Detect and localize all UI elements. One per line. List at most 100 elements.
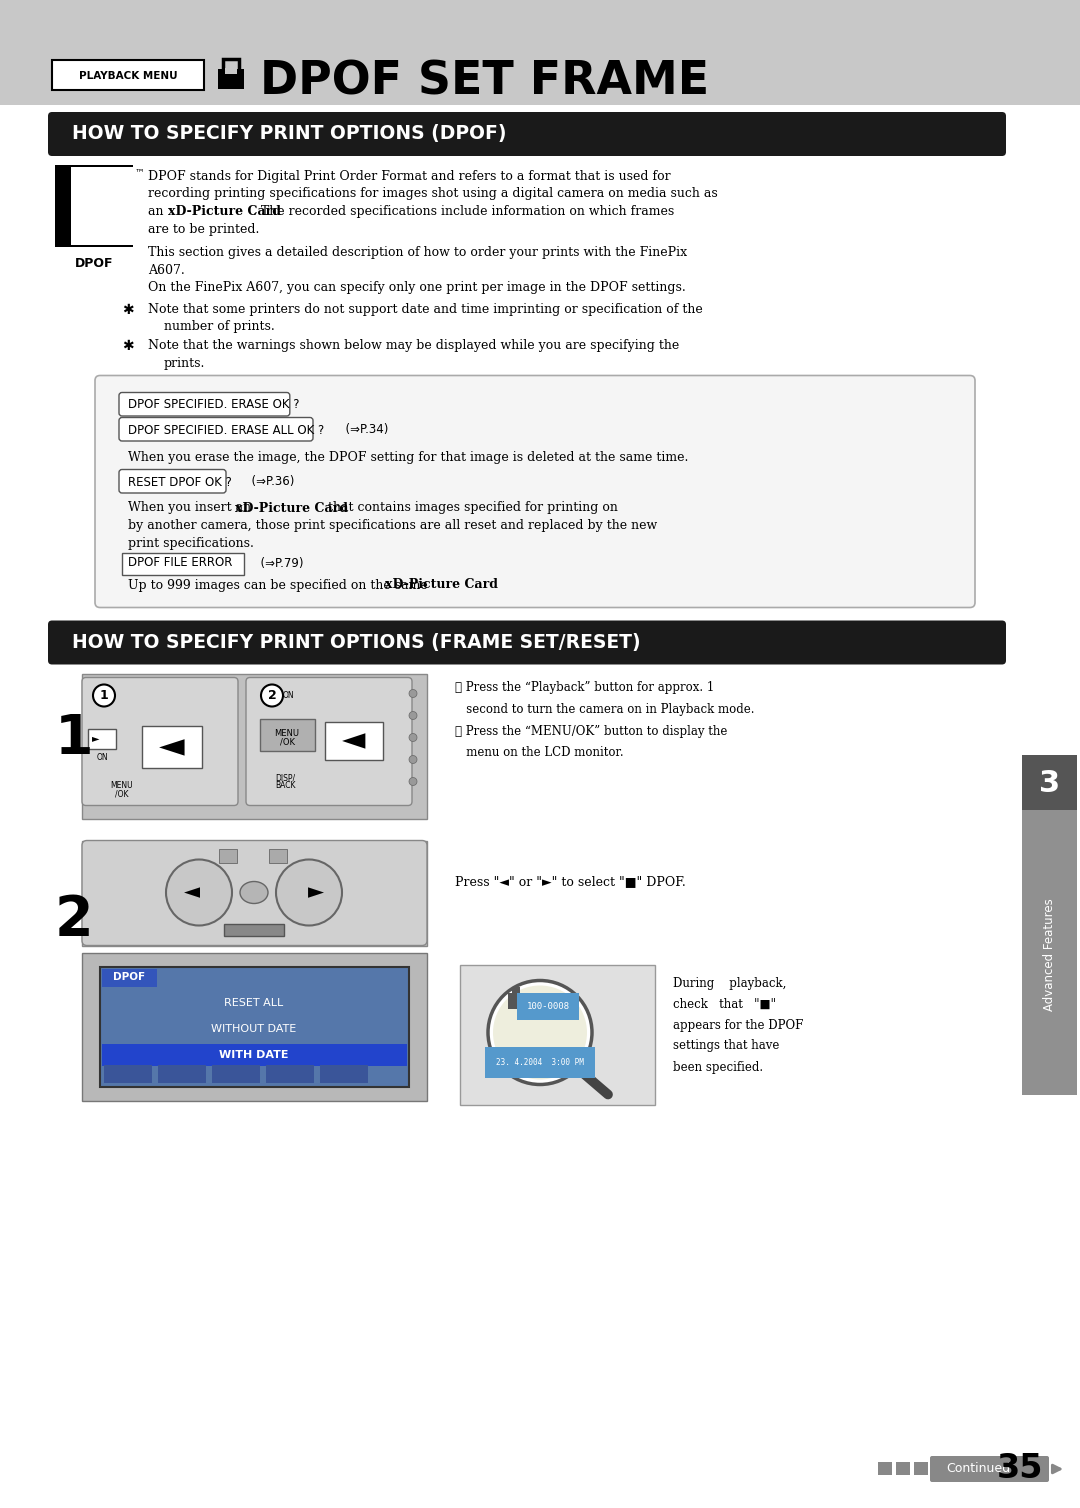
Text: ON: ON [283,691,295,700]
Text: 3: 3 [1039,769,1061,798]
Circle shape [409,778,417,786]
Text: ►: ► [92,733,99,743]
FancyBboxPatch shape [225,68,237,74]
FancyBboxPatch shape [269,849,287,863]
FancyBboxPatch shape [104,1065,152,1083]
Text: BACK: BACK [274,781,295,790]
Text: Up to 999 images can be specified on the same: Up to 999 images can be specified on the… [129,579,432,591]
Text: print specifications.: print specifications. [129,537,254,549]
FancyBboxPatch shape [100,967,409,1086]
Text: HOW TO SPECIFY PRINT OPTIONS (DPOF): HOW TO SPECIFY PRINT OPTIONS (DPOF) [72,125,507,143]
Text: DPOF SET FRAME: DPOF SET FRAME [260,59,710,104]
Text: This section gives a detailed description of how to order your prints with the F: This section gives a detailed descriptio… [148,246,687,259]
Text: Continued: Continued [946,1463,1010,1475]
Text: RESET ALL: RESET ALL [225,997,284,1007]
Text: DISP/: DISP/ [275,774,295,783]
FancyBboxPatch shape [102,991,407,1013]
Text: check   that   "■": check that "■" [673,997,777,1010]
FancyBboxPatch shape [95,375,975,608]
FancyBboxPatch shape [218,69,244,89]
FancyBboxPatch shape [82,840,427,946]
FancyBboxPatch shape [102,1018,407,1039]
Circle shape [276,860,342,926]
FancyBboxPatch shape [71,175,76,237]
FancyBboxPatch shape [508,992,534,1009]
Text: MENU: MENU [274,730,299,739]
Text: ② Press the “MENU/OK” button to display the: ② Press the “MENU/OK” button to display … [455,724,727,737]
Text: WITHOUT DATE: WITHOUT DATE [212,1024,297,1033]
FancyBboxPatch shape [52,60,204,90]
Circle shape [409,712,417,719]
Text: settings that have: settings that have [673,1039,780,1053]
Circle shape [166,860,232,926]
Text: MENU: MENU [110,781,133,790]
FancyBboxPatch shape [119,418,313,440]
Text: Press "◄" or "►" to select "■" DPOF.: Press "◄" or "►" to select "■" DPOF. [455,876,686,888]
FancyBboxPatch shape [930,1457,1049,1482]
FancyBboxPatch shape [460,965,654,1104]
FancyBboxPatch shape [122,552,244,575]
FancyBboxPatch shape [102,968,157,986]
FancyBboxPatch shape [63,167,154,244]
Text: When you insert an: When you insert an [129,502,255,514]
Text: .: . [474,579,477,591]
Text: menu on the LCD monitor.: menu on the LCD monitor. [455,746,623,760]
Circle shape [409,689,417,698]
Text: A607.: A607. [148,264,185,276]
Text: Advanced Features: Advanced Features [1043,899,1056,1012]
FancyBboxPatch shape [55,164,133,247]
FancyBboxPatch shape [224,923,284,935]
FancyBboxPatch shape [1022,756,1077,1095]
FancyBboxPatch shape [48,620,1005,665]
FancyBboxPatch shape [246,677,411,805]
Text: xD-Picture Card: xD-Picture Card [168,205,281,219]
Text: recording printing specifications for images shot using a digital camera on medi: recording printing specifications for im… [148,187,718,201]
Text: ™: ™ [135,167,145,176]
FancyBboxPatch shape [87,728,116,748]
FancyBboxPatch shape [82,674,427,819]
FancyBboxPatch shape [48,112,1005,155]
Text: (⇒P.34): (⇒P.34) [338,424,389,436]
FancyBboxPatch shape [82,953,427,1101]
FancyBboxPatch shape [102,1044,407,1066]
FancyBboxPatch shape [212,1065,260,1083]
Text: PLAYBACK MENU: PLAYBACK MENU [79,71,177,81]
FancyBboxPatch shape [82,677,238,805]
Text: 2: 2 [55,894,94,947]
FancyBboxPatch shape [512,986,519,994]
Text: ① Press the “Playback” button for approx. 1: ① Press the “Playback” button for approx… [455,680,714,694]
FancyBboxPatch shape [119,392,289,416]
Text: When you erase the image, the DPOF setting for that image is deleted at the same: When you erase the image, the DPOF setti… [129,451,688,464]
Text: ►: ► [308,882,324,902]
Text: DPOF: DPOF [75,256,113,270]
Text: (⇒P.36): (⇒P.36) [244,475,295,489]
FancyBboxPatch shape [266,1065,314,1083]
Text: DPOF SPECIFIED. ERASE ALL OK ?: DPOF SPECIFIED. ERASE ALL OK ? [129,424,324,436]
Text: . The recorded specifications include information on which frames: . The recorded specifications include in… [253,205,674,219]
Text: Note that the warnings shown below may be displayed while you are specifying the: Note that the warnings shown below may b… [148,339,679,353]
Text: HOW TO SPECIFY PRINT OPTIONS (FRAME SET/RESET): HOW TO SPECIFY PRINT OPTIONS (FRAME SET/… [72,633,640,651]
Text: 2: 2 [268,689,276,703]
Text: are to be printed.: are to be printed. [148,223,259,235]
FancyBboxPatch shape [141,725,202,768]
Text: WITH DATE: WITH DATE [219,1050,288,1060]
Text: ✱: ✱ [122,303,134,317]
Text: DPOF SPECIFIED. ERASE OK ?: DPOF SPECIFIED. ERASE OK ? [129,398,299,412]
Circle shape [93,685,114,707]
Text: Note that some printers do not support date and time imprinting or specification: Note that some printers do not support d… [148,303,703,315]
FancyBboxPatch shape [82,840,427,946]
FancyBboxPatch shape [55,164,71,247]
Text: xD-Picture Card: xD-Picture Card [384,579,498,591]
Text: number of prints.: number of prints. [164,320,274,333]
Text: ✱: ✱ [122,339,134,353]
Text: (⇒P.79): (⇒P.79) [253,556,303,570]
FancyBboxPatch shape [260,718,315,751]
Text: ◄: ◄ [159,730,185,763]
Ellipse shape [240,882,268,903]
Text: appears for the DPOF: appears for the DPOF [673,1018,804,1031]
Text: second to turn the camera on in Playback mode.: second to turn the camera on in Playback… [455,703,755,715]
Text: During    playback,: During playback, [673,977,786,989]
Text: xD-Picture Card: xD-Picture Card [235,502,348,514]
Text: prints.: prints. [164,357,205,369]
Text: On the FinePix A607, you can specify only one print per image in the DPOF settin: On the FinePix A607, you can specify onl… [148,280,686,294]
